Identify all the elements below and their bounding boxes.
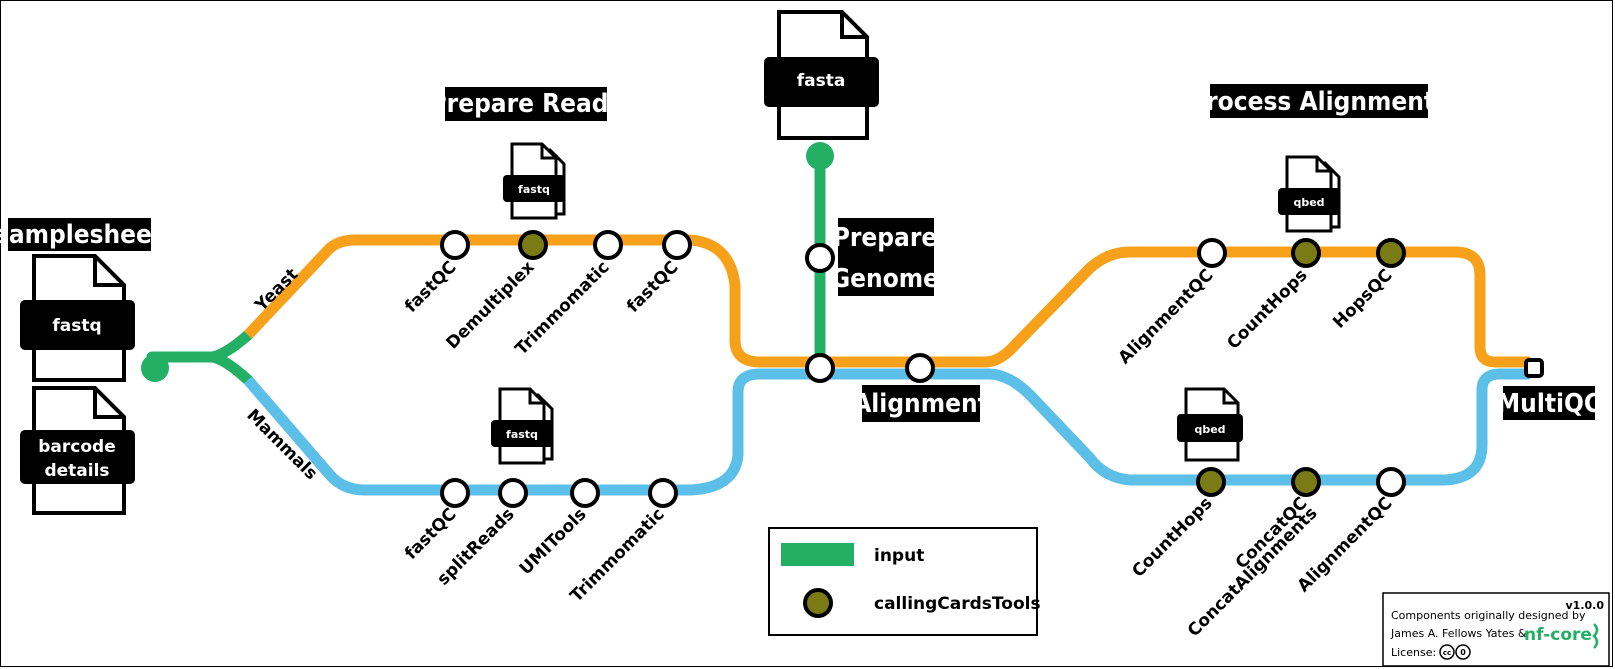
label-yeast-fastqc-2: fastQC: [623, 257, 682, 316]
nf-core-apple-icon: [1592, 623, 1599, 649]
station-yeast-alignmentqc[interactable]: [1197, 238, 1227, 268]
cc-zero-icon: [1455, 644, 1471, 660]
label-yeast-hopsqc: HopsQC: [1329, 265, 1396, 332]
station-yeast-counthops[interactable]: [1291, 238, 1321, 268]
yeast-process-labels: AlignmentQC CountHops HopsQC: [1115, 265, 1397, 368]
station-mammal-umitools[interactable]: [570, 478, 600, 508]
legend-tools-swatch: [803, 588, 833, 618]
label-yeast-counthops: CountHops: [1223, 265, 1311, 353]
station-mammal-fastqc[interactable]: [440, 478, 470, 508]
file-qbed-mammal-label: qbed: [1194, 423, 1225, 436]
section-multiqc: MultiQC: [1497, 389, 1601, 419]
mammal-line: [243, 368, 1530, 496]
file-fastq-input-label: fastq: [52, 316, 101, 336]
svg-text:cc: cc: [1443, 649, 1451, 657]
station-yeast-fastqc-2[interactable]: [662, 230, 692, 260]
yeast-line: [243, 234, 1530, 368]
label-yeast-alignmentqc: AlignmentQC: [1115, 265, 1218, 368]
station-alignment-2[interactable]: [905, 353, 935, 383]
legend-input-label: input: [874, 546, 924, 566]
station-mammal-splitreads[interactable]: [498, 478, 528, 508]
section-prepare-genome-1: Prepare: [833, 223, 937, 253]
station-alignment-1[interactable]: [805, 353, 835, 383]
section-process-alignments: Process Alignments: [1189, 87, 1449, 117]
file-fastq-yeast-label: fastq: [518, 183, 550, 196]
label-mammal-umitools: UMITools: [516, 504, 591, 579]
section-prepare-genome-2: Genome: [831, 264, 939, 294]
station-mammal-counthops[interactable]: [1196, 467, 1226, 497]
file-barcode-label-2: details: [44, 461, 109, 481]
credits-box: v1.0.0 Components originally designed by…: [1382, 592, 1610, 667]
label-mammal-counthops: CountHops: [1128, 493, 1216, 581]
input-start-dot: [141, 354, 169, 382]
station-mammal-concatqc[interactable]: [1291, 467, 1321, 497]
legend-input-swatch: [781, 543, 854, 566]
station-yeast-demultiplex[interactable]: [518, 230, 548, 260]
station-prepare-genome[interactable]: [805, 243, 835, 273]
station-yeast-fastqc-1[interactable]: [440, 230, 470, 260]
station-yeast-trimmomatic[interactable]: [593, 230, 623, 260]
file-qbed-yeast: qbed: [1278, 155, 1341, 233]
label-mammal-fastqc: fastQC: [401, 504, 460, 563]
section-prepare-reads: Prepare Reads: [430, 89, 623, 119]
legend: input callingCardsTools: [768, 527, 1041, 636]
input-line: [146, 329, 254, 363]
credits-version: v1.0.0: [1566, 599, 1605, 612]
section-samplesheet: samplesheet: [0, 220, 163, 250]
cc-icon: [1439, 644, 1455, 660]
genome-start-dot: [806, 142, 834, 170]
file-barcode-label-1: barcode: [38, 437, 115, 457]
label-mammal-concatalignments: ConcatAlignments: [1184, 503, 1322, 641]
input-line-mammal: [206, 351, 254, 386]
file-fastq-mammal-label: fastq: [506, 428, 538, 441]
credits-license: License:: [1391, 646, 1436, 659]
station-mammal-alignmentqc[interactable]: [1376, 467, 1406, 497]
file-qbed-mammal: qbed: [1177, 387, 1243, 462]
file-fasta: fasta: [764, 10, 879, 140]
yeast-step-labels: fastQC Demultiplex Trimmomatic fastQC: [401, 257, 682, 359]
station-mammal-trimmomatic[interactable]: [648, 478, 678, 508]
svg-text:0: 0: [1460, 648, 1466, 657]
section-alignment: Alignment: [853, 389, 989, 419]
label-yeast-fastqc-1: fastQC: [401, 257, 460, 316]
nf-core-logo: nf-core: [1524, 625, 1592, 645]
file-qbed-yeast-label: qbed: [1293, 196, 1324, 209]
station-yeast-hopsqc[interactable]: [1376, 238, 1406, 268]
file-fastq-input: fastq: [20, 254, 135, 382]
file-fastq-yeast: fastq: [503, 142, 566, 220]
stations: [440, 230, 1544, 508]
credits-line1: Components originally designed by: [1391, 609, 1586, 622]
file-barcode-details: barcode details: [20, 386, 135, 515]
file-fastq-mammal: fastq: [491, 387, 554, 465]
file-fasta-label: fasta: [797, 71, 846, 91]
mammal-process-labels: CountHops ConcatQC ConcatAlignments Alig…: [1128, 493, 1396, 641]
credits-line2: James A. Fellows Yates &: [1390, 627, 1527, 640]
mammal-step-labels: fastQC splitReads UMITools Trimmomatic: [401, 504, 668, 606]
station-multiqc[interactable]: [1524, 358, 1544, 378]
legend-tools-label: callingCardsTools: [874, 594, 1041, 614]
